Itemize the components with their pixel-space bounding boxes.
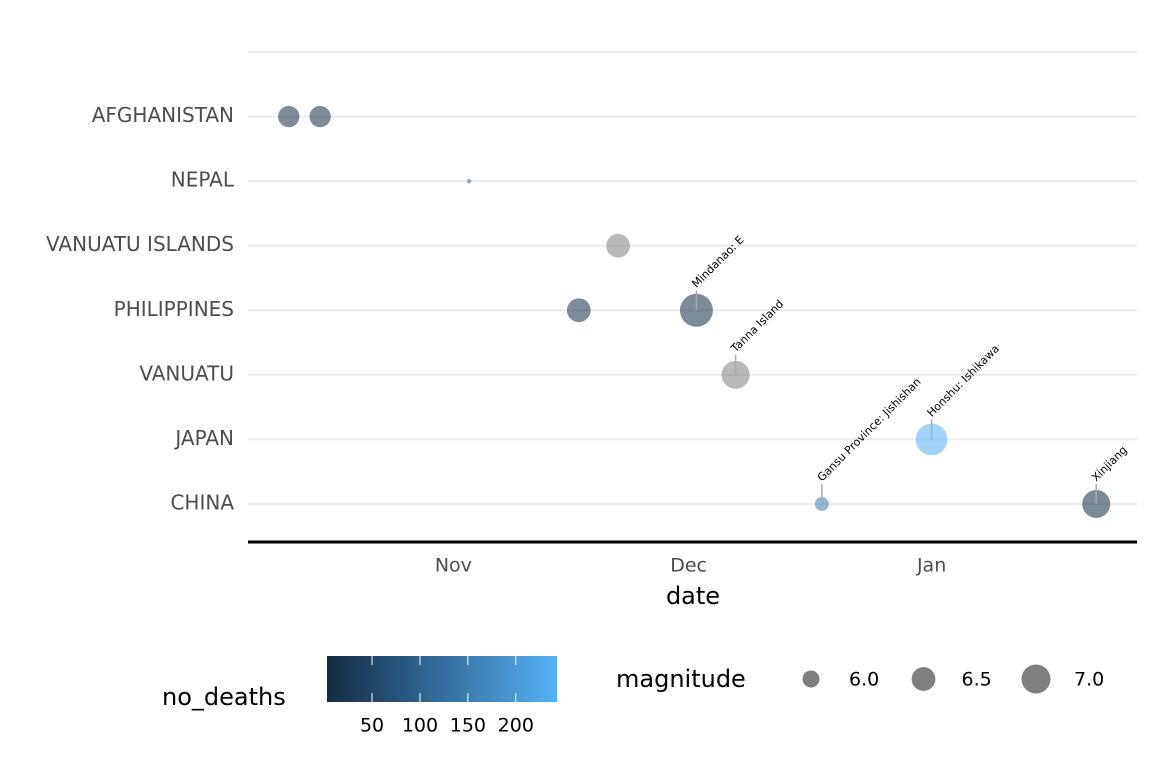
y-tick-label: NEPAL	[171, 168, 235, 192]
size-legend-title: magnitude	[616, 665, 746, 693]
y-tick-label: CHINA	[170, 490, 234, 514]
color-bar	[327, 656, 557, 702]
size-key-label: 6.5	[962, 669, 992, 691]
point-label: Mindanao: E	[689, 233, 746, 290]
y-tick-label: PHILIPPINES	[114, 297, 234, 321]
size-key	[1021, 664, 1051, 694]
y-tick-label: JAPAN	[173, 426, 234, 450]
size-key	[802, 670, 820, 688]
point-label: Honshu: Ishikawa	[925, 342, 1002, 419]
point-label: Gansu Province: Jishishan	[815, 375, 924, 484]
size-key-label: 6.0	[849, 669, 879, 691]
y-tick-label: VANUATU	[139, 361, 234, 385]
size-key-label: 7.0	[1074, 669, 1104, 691]
x-axis-title: date	[666, 582, 720, 610]
point	[566, 298, 591, 323]
point	[309, 105, 331, 128]
color-tick-label: 150	[450, 715, 486, 737]
point	[466, 178, 472, 184]
y-tick-label: AFGHANISTAN	[92, 103, 234, 127]
point	[278, 105, 300, 128]
x-tick-label: Jan	[916, 555, 946, 577]
color-legend-title: no_deaths	[162, 683, 286, 711]
legend: 50 100 150 200 6.0 6.5 7.0	[360, 656, 1104, 737]
x-tick-label: Dec	[670, 555, 707, 577]
color-tick-label: 100	[402, 715, 438, 737]
color-tick-label: 50	[360, 715, 384, 737]
points: Mindanao: E Tanna Island Honshu: IshikawaG…	[278, 105, 1130, 518]
point-label: Tanna Island	[728, 297, 786, 355]
size-key	[911, 667, 936, 691]
color-tick-label: 200	[498, 715, 534, 737]
point	[915, 423, 948, 456]
point	[606, 233, 630, 258]
x-tick-label: Nov	[435, 555, 472, 577]
y-tick-label: VANUATU ISLANDS	[46, 232, 234, 256]
point-label: Xinjiang	[1089, 444, 1130, 485]
